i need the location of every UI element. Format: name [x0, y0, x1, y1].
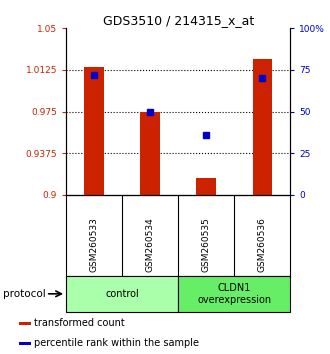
Text: protocol: protocol: [3, 289, 46, 299]
Text: percentile rank within the sample: percentile rank within the sample: [34, 338, 199, 348]
Title: GDS3510 / 214315_x_at: GDS3510 / 214315_x_at: [103, 14, 254, 27]
Text: GSM260534: GSM260534: [146, 217, 155, 272]
Bar: [84, 67, 104, 195]
FancyBboxPatch shape: [178, 276, 290, 312]
Bar: [196, 178, 216, 195]
Bar: [19, 342, 31, 345]
FancyBboxPatch shape: [66, 276, 178, 312]
Bar: [140, 112, 160, 195]
Text: GSM260533: GSM260533: [89, 217, 99, 272]
Bar: [19, 322, 31, 325]
Text: control: control: [105, 289, 139, 299]
Text: transformed count: transformed count: [34, 318, 124, 329]
Text: GSM260535: GSM260535: [202, 217, 211, 272]
Bar: [252, 59, 272, 195]
Text: CLDN1
overexpression: CLDN1 overexpression: [197, 283, 271, 305]
Text: GSM260536: GSM260536: [258, 217, 267, 272]
